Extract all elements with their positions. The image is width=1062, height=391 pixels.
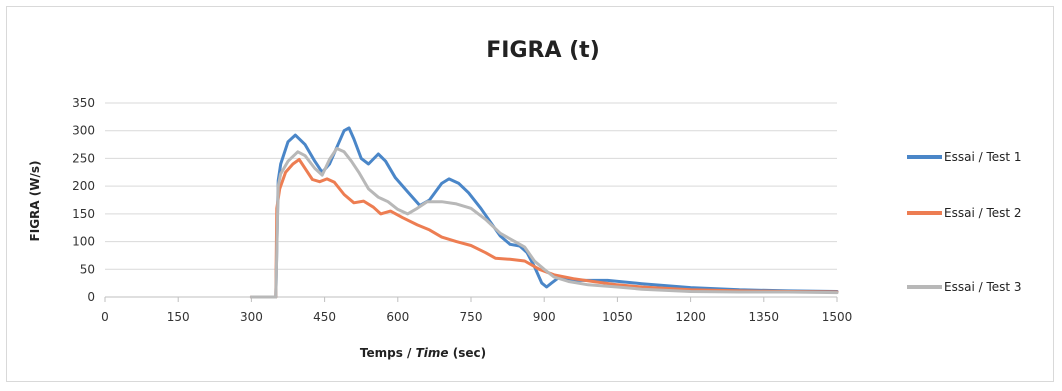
chart-svg: FIGRA (t) 0 50 100 150 200 250 300 350 0 150 300 45…: [28, 38, 1022, 360]
legend-item-1: Essai / Test 1: [907, 150, 1022, 164]
x-tick-label: 1200: [675, 310, 706, 324]
x-axis-label-prefix: Temps /: [360, 346, 416, 360]
y-tick-label: 100: [72, 235, 95, 249]
x-tick-label: 1350: [749, 310, 780, 324]
y-tick-label: 300: [72, 124, 95, 138]
x-tick-label: 600: [386, 310, 409, 324]
legend-item-2: Essai / Test 2: [907, 206, 1022, 220]
x-tick-label: 1050: [602, 310, 633, 324]
x-tick-label: 750: [460, 310, 483, 324]
legend-label: Essai / Test 1: [944, 150, 1022, 164]
y-tick-label: 350: [72, 96, 95, 110]
x-tick-label: 900: [533, 310, 556, 324]
series-layer: [249, 126, 839, 299]
y-axis-label: FIGRA (W/s): [28, 161, 42, 242]
y-tick-label: 150: [72, 207, 95, 221]
series-line-2: [249, 158, 839, 299]
x-tick-label: 300: [240, 310, 263, 324]
chart-frame: FIGRA (t) 0 50 100 150 200 250 300 350 0 150 300 45…: [6, 6, 1054, 382]
chart-title: FIGRA (t): [486, 38, 600, 63]
x-axis-label-italic: Time: [416, 346, 449, 360]
x-axis-label: Temps / Time (sec): [360, 346, 486, 360]
series-line-3: [249, 147, 839, 299]
legend: Essai / Test 1 Essai / Test 2 Essai / Test…: [907, 150, 1022, 294]
axis-layer: 0 50 100 150 200 250 300 350 0 150 300 450 600 750 900…: [72, 96, 852, 324]
x-tick-label: 450: [313, 310, 336, 324]
y-tick-label: 0: [87, 290, 95, 304]
legend-item-3: Essai / Test 3: [907, 280, 1022, 294]
x-tick-label: 150: [167, 310, 190, 324]
x-axis-label-suffix: (sec): [449, 346, 487, 360]
series-line-1: [249, 126, 839, 299]
grid-layer: [105, 102, 837, 270]
y-tick-label: 200: [72, 179, 95, 193]
x-tick-label: 0: [101, 310, 109, 324]
x-tick-label: 1500: [822, 310, 853, 324]
legend-label: Essai / Test 2: [944, 206, 1022, 220]
legend-label: Essai / Test 3: [944, 280, 1022, 294]
y-tick-label: 250: [72, 151, 95, 165]
y-tick-label: 50: [80, 262, 95, 276]
